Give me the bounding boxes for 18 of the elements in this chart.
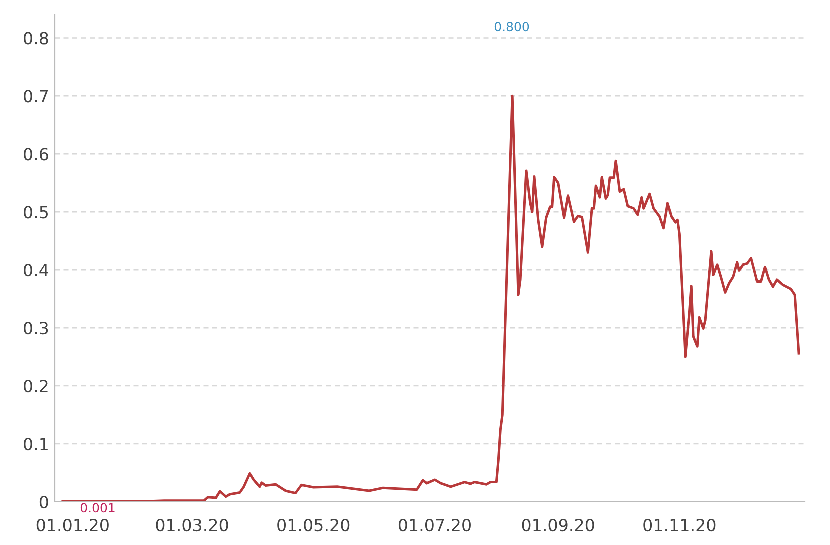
x-tick-label: 01.09.20 [522, 518, 594, 532]
y-tick-label: 0.7 [24, 90, 48, 103]
text: 0.001 [80, 503, 115, 513]
y-tick-label: 0.4 [24, 264, 49, 277]
y-tick-label: 0 [40, 496, 48, 509]
y-tick-label: 0.6 [24, 148, 48, 161]
line-series [62, 94, 800, 502]
x-tick-label: 01.03.20 [156, 518, 228, 532]
x-tick-label: 01.11.20 [644, 518, 716, 532]
y-tick-label: 0.3 [24, 322, 48, 335]
y-tick-label: 0.1 [24, 438, 48, 451]
x-tick-label: 01.01.20 [36, 518, 109, 532]
y-tick-label: 0.8 [24, 32, 48, 45]
y-tick-label: 0.2 [24, 380, 48, 393]
x-tick-label: 01.07.20 [398, 518, 471, 532]
x-tick-label: 01.05.20 [278, 518, 350, 532]
annotation: 0.800 [494, 22, 530, 32]
y-tick-label: 0.5 [24, 206, 48, 219]
